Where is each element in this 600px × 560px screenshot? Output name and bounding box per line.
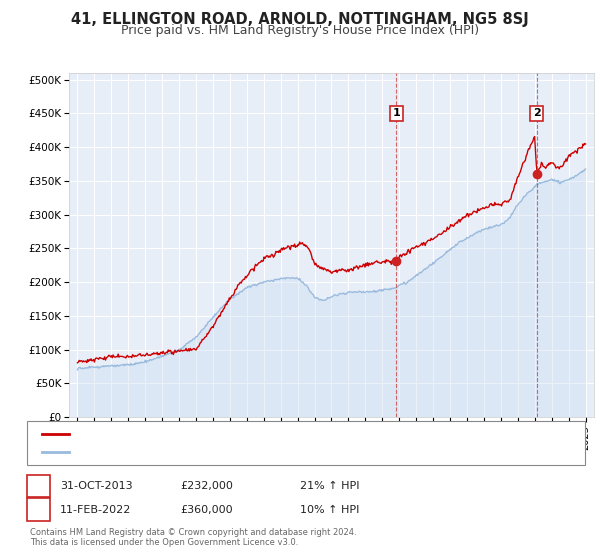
Text: 2: 2 [35, 505, 42, 515]
Text: 21% ↑ HPI: 21% ↑ HPI [300, 481, 359, 491]
Text: 10% ↑ HPI: 10% ↑ HPI [300, 505, 359, 515]
Text: 11-FEB-2022: 11-FEB-2022 [60, 505, 131, 515]
Text: 1: 1 [392, 108, 400, 118]
Text: £232,000: £232,000 [180, 481, 233, 491]
Text: HPI: Average price, detached house, Gedling: HPI: Average price, detached house, Gedl… [72, 447, 305, 457]
Text: Price paid vs. HM Land Registry's House Price Index (HPI): Price paid vs. HM Land Registry's House … [121, 24, 479, 36]
Text: 41, ELLINGTON ROAD, ARNOLD, NOTTINGHAM, NG5 8SJ: 41, ELLINGTON ROAD, ARNOLD, NOTTINGHAM, … [71, 12, 529, 27]
Text: 1: 1 [35, 481, 42, 491]
Text: Contains HM Land Registry data © Crown copyright and database right 2024.
This d: Contains HM Land Registry data © Crown c… [30, 528, 356, 547]
Text: £360,000: £360,000 [180, 505, 233, 515]
Text: 2: 2 [533, 108, 541, 118]
Text: 31-OCT-2013: 31-OCT-2013 [60, 481, 133, 491]
Text: 41, ELLINGTON ROAD, ARNOLD, NOTTINGHAM, NG5 8SJ (detached house): 41, ELLINGTON ROAD, ARNOLD, NOTTINGHAM, … [72, 429, 456, 439]
